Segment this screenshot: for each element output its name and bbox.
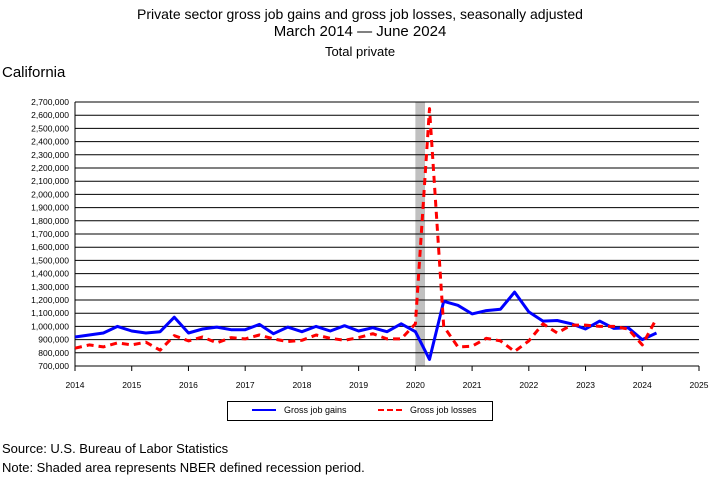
x-tick-label: 2024 bbox=[633, 380, 652, 390]
y-tick-label: 2,200,000 bbox=[31, 163, 69, 173]
x-axis-ticks: 2014 2015 2016 2017 2018 2019 2020 2021 2022 2023… bbox=[66, 366, 709, 390]
y-tick-label: 700,000 bbox=[38, 361, 69, 371]
recession-note: Note: Shaded area represents NBER define… bbox=[2, 460, 365, 475]
region-label: California bbox=[2, 64, 66, 81]
y-tick-label: 2,000,000 bbox=[31, 189, 69, 199]
x-tick-label: 2020 bbox=[406, 380, 425, 390]
y-tick-label: 1,100,000 bbox=[31, 308, 69, 318]
y-tick-label: 2,600,000 bbox=[31, 110, 69, 120]
y-tick-label: 2,300,000 bbox=[31, 150, 69, 160]
series-line-gross-job-gains bbox=[74, 290, 658, 361]
legend-swatch-gains bbox=[252, 409, 276, 411]
chart-series-subtitle: Total private bbox=[324, 44, 396, 59]
y-tick-label: 900,000 bbox=[38, 335, 69, 345]
source-note: Source: U.S. Bureau of Labor Statistics bbox=[2, 441, 229, 456]
x-tick-label: 2025 bbox=[690, 380, 709, 390]
y-tick-label: 2,500,000 bbox=[31, 123, 69, 133]
x-tick-label: 2017 bbox=[236, 380, 255, 390]
series-lines bbox=[74, 107, 658, 361]
y-tick-label: 1,500,000 bbox=[31, 255, 69, 265]
legend-item-gains: Gross job gains bbox=[252, 405, 347, 415]
x-tick-label: 2021 bbox=[463, 380, 482, 390]
legend-item-losses: Gross job losses bbox=[378, 405, 477, 415]
y-tick-label: 1,900,000 bbox=[31, 203, 69, 213]
gridlines bbox=[75, 101, 699, 367]
y-tick-label: 1,800,000 bbox=[31, 216, 69, 226]
chart-title: Private sector gross job gains and gross… bbox=[137, 6, 583, 22]
y-tick-label: 800,000 bbox=[38, 348, 69, 358]
x-tick-label: 2023 bbox=[576, 380, 595, 390]
legend-label-losses: Gross job losses bbox=[410, 405, 477, 415]
y-axis-ticks: 700,000 800,000 900,000 1,000,000 1,100,000 1… bbox=[31, 97, 69, 371]
x-tick-label: 2019 bbox=[349, 380, 368, 390]
y-tick-label: 1,400,000 bbox=[31, 269, 69, 279]
axes bbox=[74, 102, 699, 367]
x-tick-label: 2022 bbox=[519, 380, 538, 390]
chart-date-range: March 2014 — June 2024 bbox=[273, 23, 447, 40]
legend-label-gains: Gross job gains bbox=[284, 405, 347, 415]
x-tick-label: 2018 bbox=[292, 380, 311, 390]
series-line-gross-job-losses bbox=[74, 107, 658, 353]
y-tick-label: 1,600,000 bbox=[31, 242, 69, 252]
legend: Gross job gains Gross job losses bbox=[227, 401, 493, 421]
y-tick-label: 1,000,000 bbox=[31, 321, 69, 331]
y-tick-label: 1,700,000 bbox=[31, 229, 69, 239]
legend-swatch-losses bbox=[378, 409, 402, 411]
x-tick-label: 2015 bbox=[122, 380, 141, 390]
y-tick-label: 1,300,000 bbox=[31, 282, 69, 292]
y-tick-label: 2,700,000 bbox=[31, 97, 69, 107]
y-tick-label: 2,100,000 bbox=[31, 176, 69, 186]
x-tick-label: 2016 bbox=[179, 380, 198, 390]
y-tick-label: 2,400,000 bbox=[31, 137, 69, 147]
line-chart: 700,000 800,000 900,000 1,000,000 1,100,000 1… bbox=[31, 97, 709, 390]
x-tick-label: 2014 bbox=[66, 380, 85, 390]
y-tick-label: 1,200,000 bbox=[31, 295, 69, 305]
